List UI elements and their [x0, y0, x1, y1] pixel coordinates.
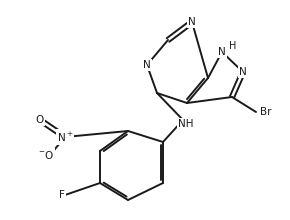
- Text: N: N: [239, 67, 247, 77]
- Text: NH: NH: [178, 119, 194, 129]
- Text: N: N: [218, 47, 226, 57]
- Text: $^{-}$O: $^{-}$O: [38, 149, 54, 161]
- Text: Br: Br: [260, 107, 271, 117]
- Text: N: N: [188, 17, 196, 27]
- Text: F: F: [59, 190, 65, 200]
- Text: O: O: [36, 115, 44, 125]
- Text: H: H: [229, 41, 237, 51]
- Text: N: N: [143, 60, 151, 70]
- Text: N$^+$: N$^+$: [57, 130, 73, 144]
